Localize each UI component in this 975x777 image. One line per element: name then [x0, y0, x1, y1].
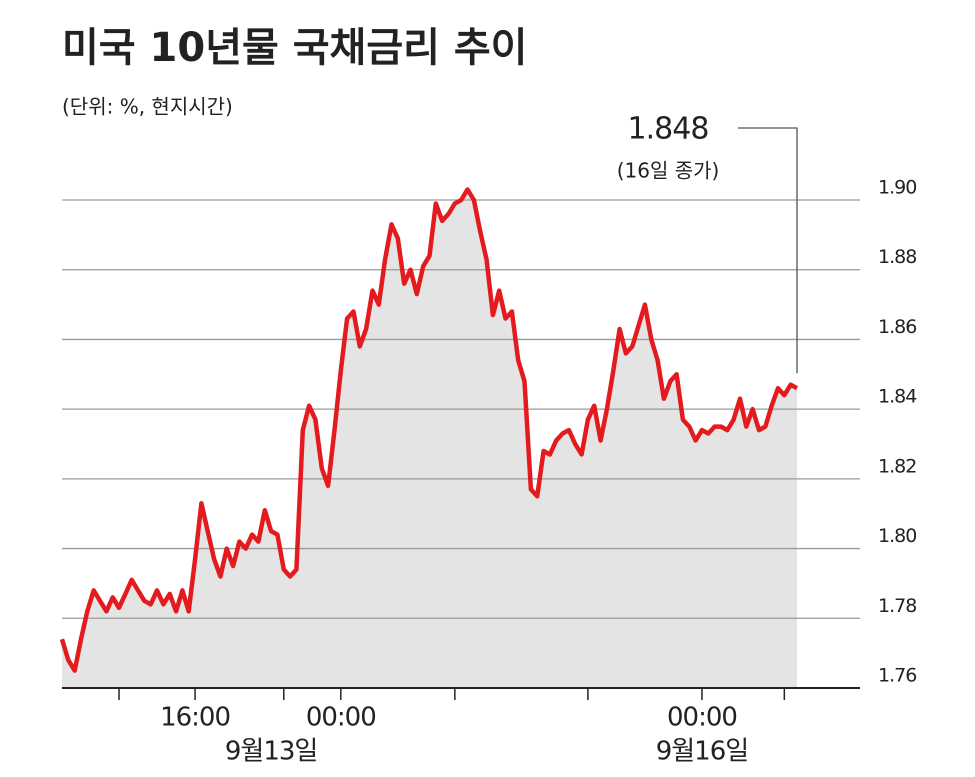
y-tick-label: 1.86 [878, 316, 916, 338]
x-tick-label: 00:00 [667, 703, 737, 733]
y-tick-label: 1.88 [878, 246, 916, 268]
annotation-leader [738, 127, 798, 374]
y-tick-label: 1.80 [878, 525, 916, 547]
annotation-note: (16일 종가) [617, 159, 720, 183]
x-tick-label: 16:00 [160, 703, 230, 733]
chart-subtitle: (단위: %, 현지시간) [62, 95, 233, 119]
y-tick-label: 1.78 [878, 595, 916, 617]
line [59, 187, 799, 673]
y-tick-label: 1.84 [878, 386, 917, 408]
area [62, 189, 797, 688]
y-tick-label: 1.76 [878, 665, 916, 687]
y-tick-label: 1.90 [878, 177, 916, 199]
x-tick-label: 00:00 [306, 703, 376, 733]
date-label: 9월16일 [656, 737, 748, 767]
chart-title: 미국 10년물 국채금리 추이 [62, 25, 527, 71]
annotation-value: 1.848 [628, 112, 709, 147]
y-tick-label: 1.82 [878, 455, 916, 477]
date-label: 9월13일 [225, 737, 317, 767]
